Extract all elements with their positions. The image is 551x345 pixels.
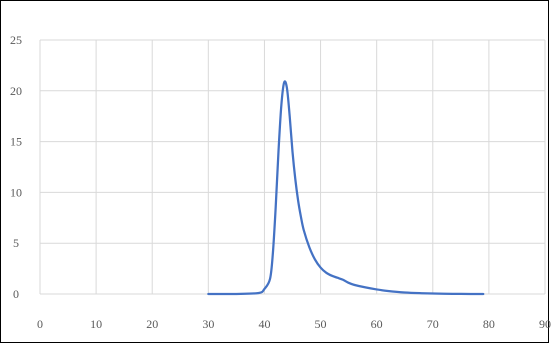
tick-labels: 0 5 10 15 20 25 0 10 20 30 40 50 60 70 80 90 [10, 33, 551, 331]
y-tick-label: 0 [13, 287, 19, 301]
x-tick-label: 70 [427, 317, 439, 331]
x-tick-label: 20 [146, 317, 158, 331]
x-tick-label: 10 [90, 317, 102, 331]
y-tick-label: 25 [10, 33, 22, 47]
y-tick-label: 5 [13, 236, 19, 250]
y-tick-label: 15 [10, 135, 22, 149]
x-tick-label: 80 [483, 317, 495, 331]
series-line-0 [207, 80, 485, 296]
gridlines [39, 39, 546, 295]
x-tick-label: 30 [202, 317, 214, 331]
x-tick-label: 40 [258, 317, 270, 331]
x-tick-label: 0 [37, 317, 43, 331]
x-tick-label: 50 [315, 317, 327, 331]
y-tick-label: 20 [10, 84, 22, 98]
series-layer [207, 80, 485, 296]
y-tick-label: 10 [10, 185, 22, 199]
x-tick-label: 60 [371, 317, 383, 331]
x-tick-label: 90 [539, 317, 551, 331]
